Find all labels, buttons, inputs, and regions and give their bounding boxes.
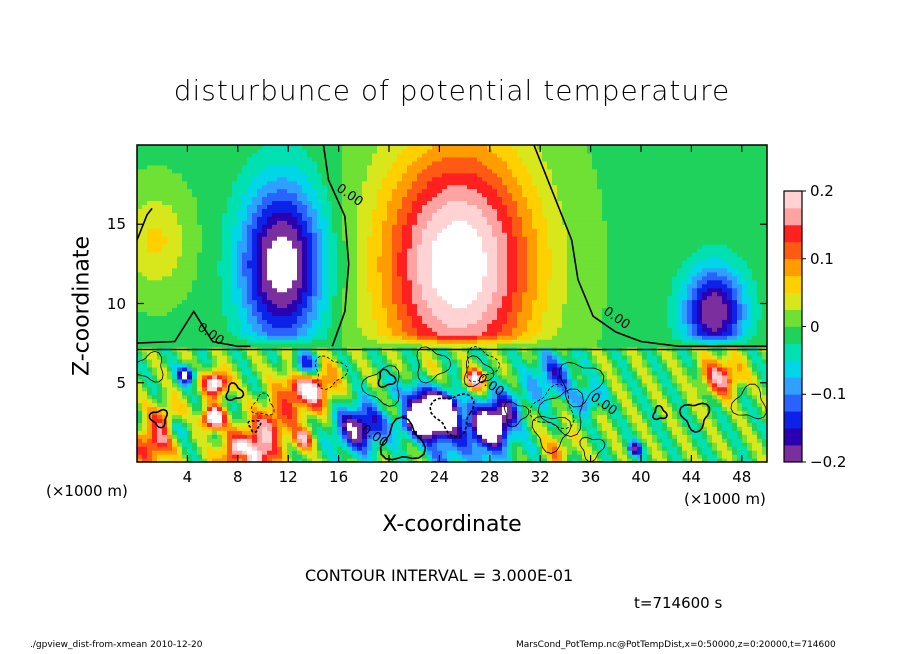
contour-line (377, 368, 397, 389)
contour-line (137, 309, 251, 348)
x-tick-label: 8 (233, 468, 243, 486)
colorbar-swatch (784, 360, 802, 378)
contour-line (529, 383, 575, 430)
footer-left: ./gpview_dist-from-xmean 2010-12-20 (30, 640, 203, 650)
colorbar-swatch (784, 394, 802, 412)
contour-line (533, 145, 767, 348)
contour-line (416, 346, 452, 384)
contour-lines (137, 145, 767, 462)
colorbar-swatch (784, 377, 802, 395)
colorbar-swatch (784, 309, 802, 327)
contour-line (558, 361, 605, 408)
heatmap-area (137, 145, 767, 462)
x-tick-label: 12 (278, 468, 298, 486)
y-tick-label: 10 (106, 294, 126, 313)
y-tick-label: 5 (116, 373, 126, 392)
contour-line (137, 207, 153, 241)
x-tick-label: 20 (379, 468, 399, 486)
colorbar-tick-label: −0.1 (810, 385, 847, 404)
x-tick-label: 16 (329, 468, 349, 486)
colorbar-swatch (784, 343, 802, 361)
colorbar-swatch (784, 292, 802, 310)
colorbar-tick-label: −0.2 (810, 453, 847, 471)
plot-frame (136, 144, 768, 463)
x-axis-label: X-coordinate (382, 512, 522, 537)
contour-line (537, 388, 584, 438)
y-tick-label: 15 (106, 215, 126, 234)
x-tick-label: 32 (530, 468, 550, 486)
colorbar-swatch (784, 326, 802, 344)
x-tick-label: 44 (681, 468, 701, 486)
contour-line (379, 416, 427, 461)
x-tick-label: 28 (480, 468, 500, 486)
contour-line (148, 408, 169, 429)
colorbar-swatch (784, 191, 802, 209)
contour-line (678, 402, 711, 433)
colorbar-swatch (784, 411, 802, 429)
contour-line (579, 436, 606, 462)
contour-line (225, 382, 245, 402)
contour-line (466, 346, 501, 383)
x-tick-label: 36 (581, 468, 601, 486)
colorbar-swatch (784, 258, 802, 277)
x-tick-label: 40 (631, 468, 651, 486)
colorbar (783, 190, 806, 463)
colorbar-tick-label: 0 (810, 317, 820, 336)
colorbar-swatch (784, 428, 802, 446)
x-unit-left: (×1000 m) (46, 482, 128, 500)
y-axis-label: Z-coordinate (69, 236, 95, 376)
x-unit-right: (×1000 m) (684, 490, 766, 508)
x-tick-label: 24 (429, 468, 449, 486)
contour-line (360, 365, 400, 407)
x-tick-label: 4 (182, 468, 193, 486)
contour-line (322, 145, 350, 347)
contour-line (652, 404, 668, 421)
contour-line (730, 383, 767, 420)
contour-line (503, 401, 530, 428)
contour-interval-note: CONTOUR INTERVAL = 3.000E-01 (305, 566, 574, 585)
contour-line (250, 392, 275, 416)
contour-line (137, 350, 164, 383)
colorbar-tick-label: 0.2 (810, 182, 834, 200)
x-tick-label: 48 (732, 468, 752, 486)
contour-line (429, 392, 475, 438)
colorbar-swatch (784, 445, 802, 463)
contour-line (247, 419, 262, 434)
colorbar-swatch (784, 275, 802, 294)
colorbar-tick-label: 0.1 (810, 249, 834, 268)
contour-line (531, 415, 572, 454)
colorbar-swatch (784, 224, 802, 243)
chart-title: disturbunce of potential temperature (173, 74, 731, 107)
colorbar-swatch (784, 207, 802, 226)
colorbar-swatch (784, 241, 802, 260)
time-note: t=714600 s (634, 594, 723, 612)
footer-right: MarsCond_PotTemp.nc@PotTempDist,x=0:5000… (516, 640, 836, 650)
